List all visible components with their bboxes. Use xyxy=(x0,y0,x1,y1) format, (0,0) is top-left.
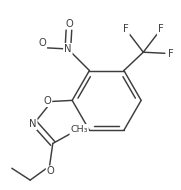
Text: CH₃: CH₃ xyxy=(70,125,88,134)
Text: O: O xyxy=(47,166,54,177)
Text: O: O xyxy=(65,19,73,28)
Text: F: F xyxy=(158,25,164,34)
Text: N: N xyxy=(64,44,72,54)
Text: O: O xyxy=(38,38,46,48)
Text: N: N xyxy=(29,119,37,129)
Text: O: O xyxy=(43,96,51,106)
Text: F: F xyxy=(123,25,129,34)
Text: F: F xyxy=(168,49,173,59)
